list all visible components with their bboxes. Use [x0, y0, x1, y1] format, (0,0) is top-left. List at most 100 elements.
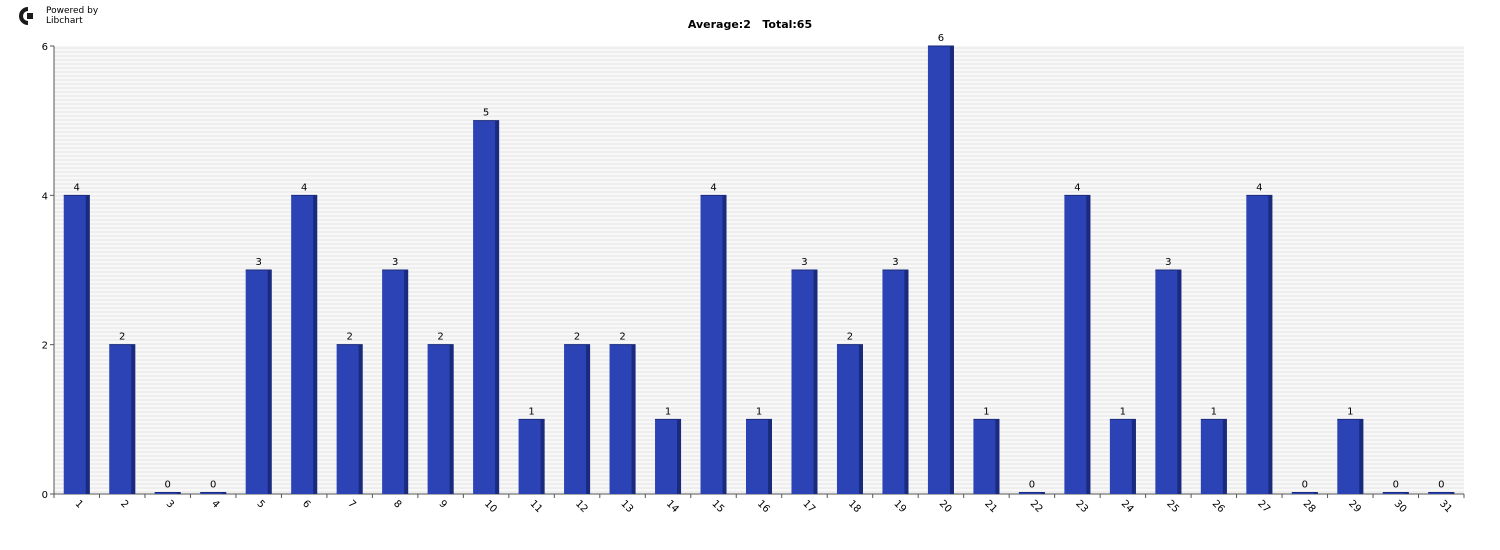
- bar: [609, 344, 636, 494]
- bar: [836, 344, 863, 494]
- bar-value-label: 2: [119, 332, 125, 343]
- bar-fill: [609, 344, 636, 494]
- x-tick-label: 12: [573, 498, 590, 515]
- y-tick-label: 6: [42, 42, 48, 53]
- y-tick-label: 2: [42, 341, 48, 352]
- bar-fill: [927, 46, 954, 494]
- bar: [1018, 492, 1045, 494]
- bar-value-label: 0: [210, 480, 216, 491]
- bar-shade: [176, 492, 181, 494]
- bar-shade: [1268, 195, 1273, 495]
- libchart-logo-icon: [19, 7, 33, 25]
- bar: [564, 344, 591, 494]
- bar-value-label: 4: [710, 182, 716, 193]
- bar: [518, 418, 545, 494]
- bar-fill: [1382, 492, 1409, 494]
- bar-fill: [655, 419, 682, 494]
- x-tick-label: 16: [755, 498, 772, 515]
- bar-value-label: 1: [1347, 406, 1353, 417]
- bar-value-label: 1: [528, 406, 534, 417]
- x-tick-label: 31: [1437, 498, 1454, 515]
- bar-value-label: 2: [437, 332, 443, 343]
- bar-fill: [200, 492, 227, 494]
- bar-shade: [495, 120, 500, 495]
- bar-value-label: 3: [892, 257, 898, 268]
- bar-value-label: 4: [1074, 182, 1080, 193]
- bar-value-label: 0: [1302, 480, 1308, 491]
- x-tick-label: 17: [800, 498, 817, 515]
- bar: [927, 45, 954, 494]
- bar-fill: [700, 195, 727, 495]
- x-tick-label: 24: [1119, 498, 1136, 515]
- x-tick-label: 11: [527, 498, 544, 515]
- bar-fill: [336, 344, 363, 494]
- bar: [1291, 492, 1318, 494]
- bar: [1155, 269, 1182, 494]
- bar-fill: [1018, 492, 1045, 494]
- bar-fill: [245, 270, 272, 494]
- bar: [109, 344, 136, 494]
- x-tick-label: 8: [391, 498, 403, 510]
- x-tick-label: 3: [164, 498, 176, 510]
- bar-value-label: 4: [301, 182, 307, 193]
- bar-shade: [631, 344, 636, 494]
- bar: [1200, 418, 1227, 494]
- bar-shade: [1359, 419, 1364, 494]
- bar: [1382, 492, 1409, 494]
- x-tick-label: 4: [209, 498, 221, 510]
- x-tick-label: 14: [664, 498, 681, 515]
- bar-value-label: 5: [483, 108, 489, 119]
- bar-fill: [1200, 419, 1227, 494]
- bar-fill: [1246, 195, 1273, 495]
- bar: [1246, 194, 1273, 495]
- bar-shade: [540, 419, 545, 494]
- bar-fill: [518, 419, 545, 494]
- x-tick-label: 10: [482, 498, 499, 515]
- x-tick-label: 28: [1301, 498, 1318, 515]
- x-tick-label: 15: [709, 498, 726, 515]
- bar-value-label: 0: [1393, 480, 1399, 491]
- bar-shade: [722, 195, 727, 495]
- x-tick-label: 5: [255, 498, 267, 510]
- bar: [746, 418, 772, 494]
- x-tick-label: 26: [1210, 498, 1227, 515]
- bar-fill: [154, 492, 181, 494]
- bar-shade: [1404, 492, 1409, 494]
- bar-fill: [382, 270, 409, 494]
- x-tick-label: 25: [1164, 498, 1181, 515]
- bar-fill: [291, 195, 318, 495]
- bar-fill: [1064, 195, 1091, 495]
- bar: [882, 269, 909, 494]
- bar-value-label: 1: [756, 406, 762, 417]
- brand-name-label: Libchart: [46, 16, 83, 26]
- bar-fill: [882, 270, 909, 494]
- bar-shade: [858, 344, 863, 494]
- bar-value-label: 4: [1256, 182, 1262, 193]
- x-tick-label: 18: [846, 498, 863, 515]
- bar-shade: [1450, 492, 1455, 494]
- bar-fill: [427, 344, 454, 494]
- branding: Powered by Libchart: [46, 6, 98, 26]
- bar-shade: [404, 270, 409, 494]
- bar-fill: [836, 344, 863, 494]
- bar-fill: [1155, 270, 1182, 494]
- bar: [427, 344, 454, 494]
- bar-shade: [267, 270, 272, 494]
- x-tick-label: 7: [346, 498, 358, 510]
- bar-value-label: 1: [665, 406, 671, 417]
- bar-shade: [1177, 270, 1182, 494]
- bar-value-label: 0: [165, 480, 171, 491]
- bar-value-label: 2: [619, 332, 625, 343]
- bar-shade: [768, 419, 772, 494]
- bar-fill: [473, 120, 500, 495]
- bar-value-label: 6: [938, 33, 944, 44]
- bar: [1337, 418, 1364, 494]
- y-tick-label: 0: [42, 490, 48, 501]
- bar-fill: [1109, 419, 1136, 494]
- bar-shade: [1040, 492, 1045, 494]
- bar: [245, 269, 272, 494]
- bar-value-label: 3: [1165, 257, 1171, 268]
- bar-fill: [973, 419, 1000, 494]
